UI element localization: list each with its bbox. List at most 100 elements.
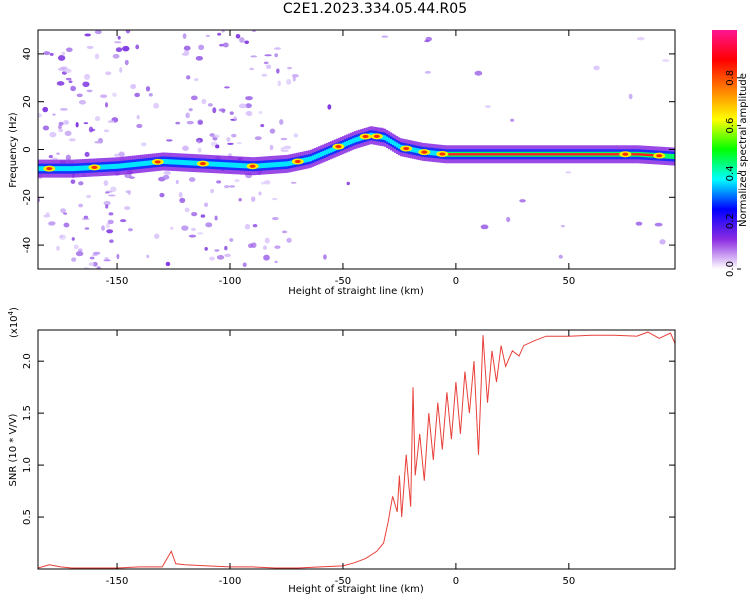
spectrogram-band-peak bbox=[480, 153, 483, 156]
spectrogram-band-core bbox=[76, 165, 79, 171]
spectrogram-band-peak bbox=[544, 153, 547, 156]
spectrogram-speckle bbox=[91, 128, 96, 132]
spectrogram-speckle bbox=[242, 262, 247, 268]
spectrogram-hotspot-core bbox=[403, 146, 410, 151]
spectrogram-band-peak bbox=[546, 153, 549, 156]
spectrogram-speckle bbox=[86, 45, 94, 49]
spectrogram-speckle bbox=[190, 95, 198, 101]
spectrogram-speckle bbox=[274, 53, 278, 58]
spectrogram-x-axis-label: Height of straight line (km) bbox=[288, 286, 424, 297]
spectrogram-band-core bbox=[326, 149, 329, 155]
spectrogram-band-core bbox=[346, 140, 349, 146]
spectrogram-speckle bbox=[88, 262, 95, 266]
spectrogram-band-core bbox=[218, 161, 221, 167]
spectrogram-speckle bbox=[218, 108, 226, 112]
snr-marks bbox=[38, 331, 675, 569]
x-tick-label: 50 bbox=[562, 576, 575, 587]
spectrogram-speckle bbox=[245, 111, 252, 116]
spectrogram-band-core bbox=[352, 138, 355, 144]
spectrogram-speckle bbox=[188, 177, 196, 182]
spectrogram-speckle bbox=[68, 80, 73, 84]
snr-y-axis: 0.5 1.0 1.5 2.0 bbox=[22, 353, 675, 525]
spectrogram-speckle bbox=[222, 42, 229, 48]
y-tick-label: 0 bbox=[22, 146, 33, 152]
spectrogram-speckle bbox=[124, 206, 131, 211]
spectrogram-hotspot-core bbox=[154, 160, 161, 164]
spectrogram-band-peak bbox=[470, 153, 473, 156]
spectrogram-band-core bbox=[122, 163, 125, 169]
spectrogram-speckle bbox=[327, 104, 332, 110]
spectrogram-speckle bbox=[205, 34, 210, 37]
x-tick-label: 50 bbox=[562, 276, 575, 287]
spectrogram-band-core bbox=[266, 162, 269, 168]
spectrogram-band-core bbox=[284, 161, 287, 167]
spectrogram-speckle bbox=[125, 30, 131, 34]
spectrogram-speckle bbox=[274, 260, 278, 264]
spectrogram-band-core bbox=[172, 159, 175, 165]
spectrogram-band-peak bbox=[526, 153, 529, 156]
spectrogram-band-peak bbox=[606, 153, 609, 156]
x-tick-label: -150 bbox=[106, 276, 129, 287]
spectrogram-band-peak bbox=[528, 153, 531, 156]
spectrogram-speckle bbox=[70, 179, 76, 184]
spectrogram-band-core bbox=[318, 152, 321, 158]
spectrogram-band-core bbox=[60, 166, 63, 172]
spectrogram-speckle bbox=[283, 145, 292, 150]
spectrogram-speckle bbox=[140, 142, 147, 147]
spectrogram-band-peak bbox=[614, 153, 617, 156]
spectrogram-band-peak bbox=[616, 153, 619, 156]
spectrogram-band-core bbox=[188, 160, 191, 166]
spectrogram-speckle bbox=[185, 112, 190, 119]
spectrogram-speckle bbox=[56, 81, 65, 86]
spectrogram-speckle bbox=[286, 78, 292, 85]
spectrogram-band-core bbox=[270, 162, 273, 168]
spectrogram-speckle bbox=[271, 216, 279, 221]
spectrogram-speckle bbox=[64, 130, 72, 137]
spectrogram-band-core bbox=[394, 141, 397, 147]
spectrogram-band-peak bbox=[598, 153, 601, 156]
y-tick-label: 0.5 bbox=[22, 509, 33, 525]
spectrogram-speckle bbox=[166, 139, 173, 142]
spectrogram-band-core bbox=[288, 161, 291, 167]
spectrogram-speckle bbox=[124, 59, 129, 66]
spectrogram-speckle bbox=[45, 212, 50, 216]
spectrogram-band-core bbox=[232, 162, 235, 168]
spectrogram-band-core bbox=[132, 162, 135, 168]
spectrogram-band-core bbox=[272, 162, 275, 168]
spectrogram-band-peak bbox=[488, 153, 491, 156]
spectrogram-speckle bbox=[264, 180, 271, 185]
spectrogram-band-core bbox=[276, 162, 279, 168]
spectrogram-band-core bbox=[38, 166, 41, 172]
spectrogram-band-peak bbox=[472, 153, 475, 156]
spectrogram-speckle bbox=[110, 120, 115, 123]
spectrogram-band-core bbox=[180, 159, 183, 165]
spectrogram-speckle bbox=[286, 237, 292, 243]
spectrogram-speckle bbox=[49, 52, 54, 56]
spectrogram-band-peak bbox=[500, 153, 503, 156]
spectrogram-band-core bbox=[62, 166, 65, 172]
spectrogram-band-peak bbox=[536, 153, 539, 156]
spectrogram-band-core bbox=[176, 159, 179, 165]
spectrogram-band-core bbox=[80, 165, 83, 171]
spectrogram-band-core bbox=[274, 162, 277, 168]
spectrogram-speckle bbox=[154, 233, 160, 239]
spectrogram-band-core bbox=[382, 134, 385, 140]
spectrogram-band-peak bbox=[648, 153, 651, 157]
y-tick-label: 1.5 bbox=[22, 405, 33, 421]
spectrogram-band-peak bbox=[534, 153, 537, 156]
spectrogram-speckle bbox=[83, 122, 89, 125]
spectrogram-speckle bbox=[78, 99, 87, 105]
spectrogram-speckle bbox=[181, 225, 189, 231]
spectrogram-speckle bbox=[127, 228, 133, 232]
spectrogram-speckle bbox=[71, 257, 77, 262]
spectrogram-band-peak bbox=[634, 153, 637, 156]
spectrogram-band-core bbox=[344, 141, 347, 147]
spectrogram-hotspot-core bbox=[421, 150, 428, 154]
spectrogram-speckle bbox=[105, 222, 110, 229]
spectrogram-hotspot-core bbox=[199, 162, 206, 166]
spectrogram-band-core bbox=[56, 166, 59, 172]
spectrogram-band-core bbox=[136, 161, 139, 167]
spectrogram-band-core bbox=[236, 162, 239, 168]
spectrogram-speckle bbox=[61, 51, 66, 56]
spectrogram-speckle bbox=[346, 181, 350, 186]
